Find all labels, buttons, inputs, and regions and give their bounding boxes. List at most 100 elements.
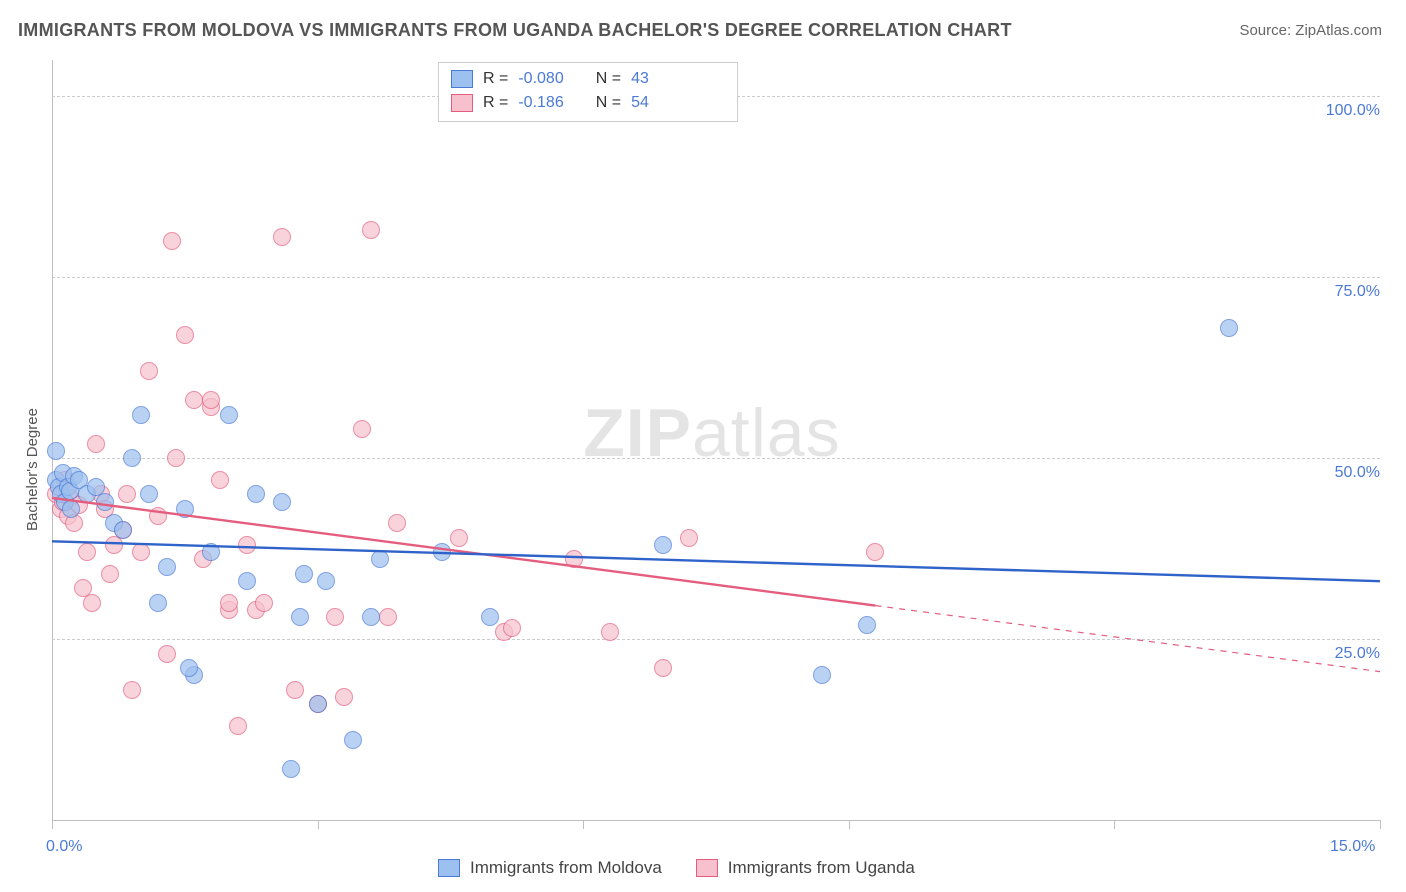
n-value-uganda: 54 — [631, 94, 649, 112]
scatter-point-moldova — [344, 731, 362, 749]
x-tick-mark — [318, 820, 319, 829]
scatter-point-uganda — [255, 594, 273, 612]
n-label: N = — [596, 70, 621, 88]
source-credit: Source: ZipAtlas.com — [1239, 22, 1382, 39]
scatter-point-uganda — [229, 717, 247, 735]
legend-item-uganda: Immigrants from Uganda — [696, 858, 915, 878]
scatter-point-uganda — [680, 529, 698, 547]
scatter-point-uganda — [273, 228, 291, 246]
scatter-point-uganda — [167, 449, 185, 467]
scatter-point-moldova — [132, 406, 150, 424]
scatter-point-moldova — [282, 760, 300, 778]
series-legend: Immigrants from Moldova Immigrants from … — [438, 858, 915, 878]
swatch-uganda — [451, 94, 473, 112]
scatter-point-moldova — [273, 493, 291, 511]
scatter-point-uganda — [163, 232, 181, 250]
y-tick-label: 25.0% — [1310, 645, 1380, 663]
y-tick-label: 100.0% — [1310, 102, 1380, 120]
scatter-point-uganda — [601, 623, 619, 641]
scatter-point-moldova — [371, 550, 389, 568]
scatter-point-moldova — [176, 500, 194, 518]
x-tick-label-right: 15.0% — [1330, 838, 1375, 856]
scatter-point-uganda — [185, 391, 203, 409]
scatter-point-uganda — [123, 681, 141, 699]
series-label-uganda: Immigrants from Uganda — [728, 858, 915, 878]
swatch-moldova — [438, 859, 460, 877]
scatter-point-moldova — [158, 558, 176, 576]
scatter-point-uganda — [149, 507, 167, 525]
r-label: R = — [483, 70, 508, 88]
scatter-point-uganda — [158, 645, 176, 663]
r-label: R = — [483, 94, 508, 112]
scatter-point-moldova — [295, 565, 313, 583]
x-tick-mark — [52, 820, 53, 829]
scatter-point-moldova — [114, 521, 132, 539]
y-axis-line — [52, 60, 53, 820]
y-tick-label: 50.0% — [1310, 464, 1380, 482]
scatter-point-moldova — [309, 695, 327, 713]
scatter-point-uganda — [101, 565, 119, 583]
x-tick-mark — [849, 820, 850, 829]
scatter-point-uganda — [503, 619, 521, 637]
scatter-point-moldova — [433, 543, 451, 561]
watermark-atlas: atlas — [692, 395, 841, 471]
x-axis-line — [52, 820, 1380, 821]
legend-row-moldova: R = -0.080 N = 43 — [451, 67, 725, 91]
scatter-point-moldova — [1220, 319, 1238, 337]
x-tick-mark — [583, 820, 584, 829]
scatter-point-uganda — [176, 326, 194, 344]
scatter-point-uganda — [866, 543, 884, 561]
scatter-point-moldova — [481, 608, 499, 626]
scatter-point-uganda — [211, 471, 229, 489]
gridline — [52, 639, 1380, 640]
scatter-point-uganda — [565, 550, 583, 568]
scatter-point-uganda — [450, 529, 468, 547]
watermark: ZIPatlas — [583, 394, 840, 472]
scatter-point-moldova — [858, 616, 876, 634]
scatter-point-uganda — [388, 514, 406, 532]
scatter-point-uganda — [78, 543, 96, 561]
scatter-point-uganda — [83, 594, 101, 612]
scatter-point-moldova — [123, 449, 141, 467]
y-tick-label: 75.0% — [1310, 283, 1380, 301]
scatter-point-uganda — [335, 688, 353, 706]
scatter-point-uganda — [87, 435, 105, 453]
scatter-point-moldova — [654, 536, 672, 554]
legend-item-moldova: Immigrants from Moldova — [438, 858, 662, 878]
legend-row-uganda: R = -0.186 N = 54 — [451, 91, 725, 115]
y-axis-label: Bachelor's Degree — [24, 408, 41, 531]
n-label: N = — [596, 94, 621, 112]
x-tick-label-left: 0.0% — [46, 838, 82, 856]
swatch-moldova — [451, 70, 473, 88]
scatter-point-moldova — [247, 485, 265, 503]
scatter-point-uganda — [132, 543, 150, 561]
scatter-point-moldova — [140, 485, 158, 503]
n-value-moldova: 43 — [631, 70, 649, 88]
x-tick-mark — [1114, 820, 1115, 829]
swatch-uganda — [696, 859, 718, 877]
scatter-point-uganda — [286, 681, 304, 699]
scatter-point-moldova — [202, 543, 220, 561]
scatter-point-moldova — [813, 666, 831, 684]
scatter-point-uganda — [326, 608, 344, 626]
scatter-point-uganda — [238, 536, 256, 554]
scatter-point-uganda — [140, 362, 158, 380]
chart-title: IMMIGRANTS FROM MOLDOVA VS IMMIGRANTS FR… — [18, 20, 1012, 41]
correlation-legend: R = -0.080 N = 43 R = -0.186 N = 54 — [438, 62, 738, 122]
r-value-uganda: -0.186 — [518, 94, 563, 112]
scatter-point-moldova — [96, 493, 114, 511]
watermark-zip: ZIP — [583, 395, 692, 471]
gridline — [52, 277, 1380, 278]
scatter-point-moldova — [291, 608, 309, 626]
trendline-uganda — [52, 498, 875, 606]
series-label-moldova: Immigrants from Moldova — [470, 858, 662, 878]
scatter-point-moldova — [317, 572, 335, 590]
scatter-point-uganda — [220, 594, 238, 612]
x-tick-mark — [1380, 820, 1381, 829]
scatter-point-moldova — [149, 594, 167, 612]
scatter-point-moldova — [238, 572, 256, 590]
scatter-point-uganda — [362, 221, 380, 239]
scatter-point-uganda — [379, 608, 397, 626]
scatter-point-moldova — [220, 406, 238, 424]
scatter-point-uganda — [353, 420, 371, 438]
